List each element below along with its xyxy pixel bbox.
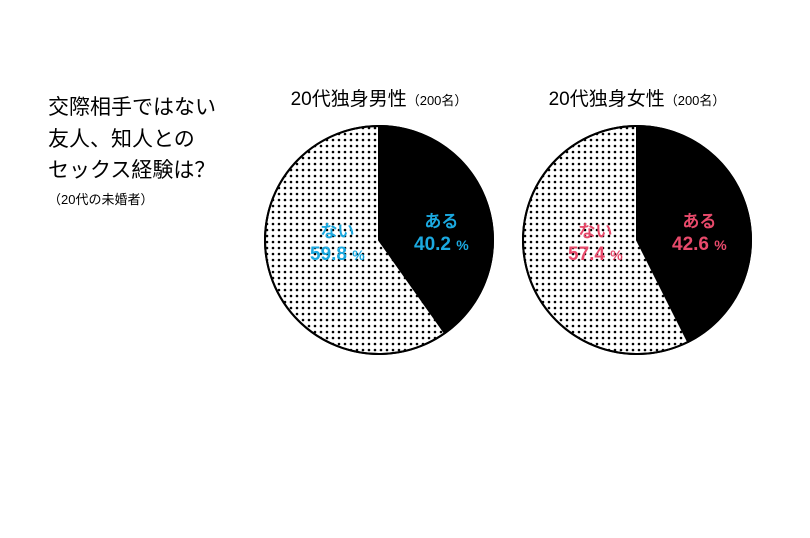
chart-male-label-no-word: ない xyxy=(310,221,365,243)
infographic-root: 交際相手ではない 友人、知人との セックス経験は？ （20代の未婚者） 20代独… xyxy=(0,0,810,538)
chart-female-label-no-pct: 57.4 % xyxy=(568,243,623,268)
chart-female-title-count: （200名） xyxy=(665,93,726,108)
question-block: 交際相手ではない 友人、知人との セックス経験は？ （20代の未婚者） xyxy=(48,92,216,208)
chart-male-label-yes: ある 40.2 % xyxy=(414,211,469,258)
chart-male-label-no: ない 59.8 % xyxy=(310,221,365,268)
chart-female-label-no: ない 57.4 % xyxy=(568,221,623,268)
chart-female-title-main: 20代独身女性 xyxy=(549,89,665,110)
question-line-3: セックス経験は？ xyxy=(48,155,216,187)
chart-male-pie-wrap: ある 40.2 % ない 59.8 % xyxy=(264,125,494,355)
chart-female-label-yes: ある 42.6 % xyxy=(672,211,727,258)
chart-male-label-yes-word: ある xyxy=(414,211,469,233)
chart-female-title: 20代独身女性（200名） xyxy=(522,84,752,111)
question-line-2: 友人、知人との xyxy=(48,124,216,156)
question-line-1: 交際相手ではない xyxy=(48,92,216,124)
chart-male-title-count: （200名） xyxy=(407,93,468,108)
chart-female-label-yes-word: ある xyxy=(672,211,727,233)
chart-female-pie-wrap: ある 42.6 % ない 57.4 % xyxy=(522,125,752,355)
chart-female-label-yes-pct: 42.6 % xyxy=(672,233,727,258)
chart-male-label-no-pct: 59.8 % xyxy=(310,243,365,268)
chart-female-label-no-word: ない xyxy=(568,221,623,243)
chart-male: 20代独身男性（200名） ある 40.2 % ない 59.8 % xyxy=(264,84,494,355)
chart-female: 20代独身女性（200名） ある 42.6 % ない 57.4 % xyxy=(522,84,752,355)
chart-male-title-main: 20代独身男性 xyxy=(291,89,407,110)
chart-male-title: 20代独身男性（200名） xyxy=(264,84,494,111)
chart-male-label-yes-pct: 40.2 % xyxy=(414,233,469,258)
question-subtitle: （20代の未婚者） xyxy=(48,189,216,208)
